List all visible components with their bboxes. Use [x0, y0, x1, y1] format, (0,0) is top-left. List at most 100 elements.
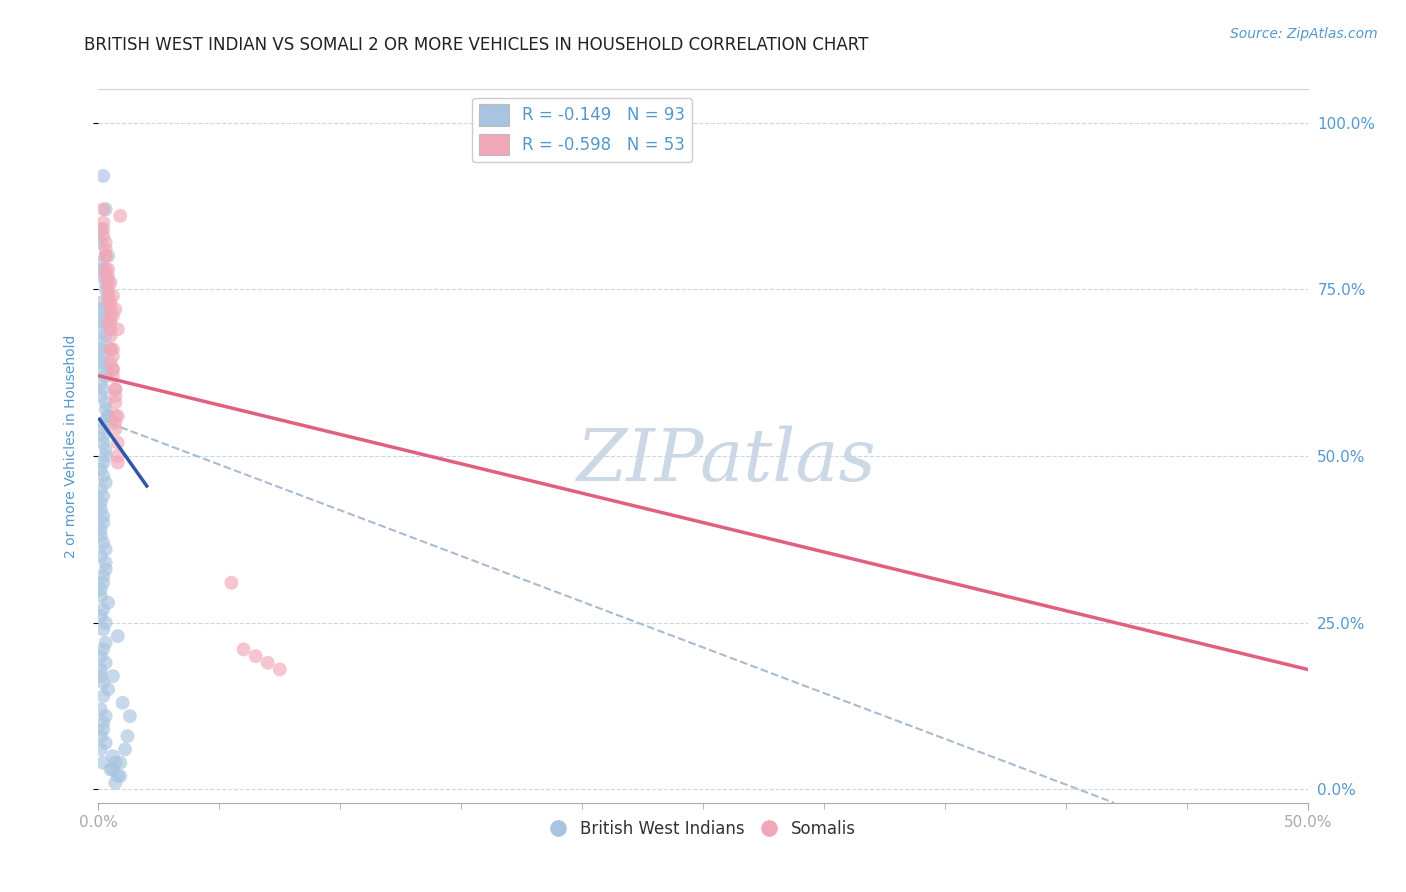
Point — [91, 422, 114, 436]
Point — [94, 282, 117, 296]
Point — [245, 649, 267, 664]
Point — [91, 262, 114, 277]
Point — [94, 615, 117, 630]
Point — [90, 376, 112, 390]
Point — [107, 769, 129, 783]
Point — [97, 409, 120, 423]
Point — [90, 235, 112, 250]
Point — [101, 669, 124, 683]
Point — [104, 389, 127, 403]
Point — [97, 295, 120, 310]
Point — [91, 623, 114, 637]
Point — [118, 709, 141, 723]
Point — [90, 389, 112, 403]
Point — [91, 602, 114, 616]
Point — [256, 656, 278, 670]
Point — [91, 316, 114, 330]
Point — [100, 276, 122, 290]
Point — [94, 562, 117, 576]
Point — [111, 696, 134, 710]
Point — [91, 169, 114, 183]
Point — [90, 662, 112, 676]
Point — [94, 268, 117, 283]
Point — [94, 709, 117, 723]
Point — [101, 368, 124, 383]
Point — [114, 742, 136, 756]
Point — [94, 249, 117, 263]
Point — [100, 356, 122, 370]
Point — [104, 395, 127, 409]
Point — [101, 362, 124, 376]
Point — [94, 235, 117, 250]
Point — [107, 456, 129, 470]
Point — [108, 756, 131, 770]
Point — [91, 756, 114, 770]
Point — [91, 382, 114, 396]
Point — [104, 776, 127, 790]
Point — [90, 669, 112, 683]
Point — [104, 422, 127, 436]
Point — [97, 682, 120, 697]
Point — [97, 289, 120, 303]
Point — [97, 316, 120, 330]
Point — [90, 295, 112, 310]
Point — [100, 763, 122, 777]
Point — [94, 542, 117, 557]
Point — [90, 702, 112, 716]
Point — [94, 442, 117, 457]
Point — [91, 642, 114, 657]
Point — [90, 502, 112, 516]
Point — [100, 343, 122, 357]
Point — [91, 469, 114, 483]
Point — [107, 322, 129, 336]
Legend: British West Indians, Somalis: British West Indians, Somalis — [543, 814, 863, 845]
Point — [97, 596, 120, 610]
Point — [101, 309, 124, 323]
Point — [91, 689, 114, 703]
Point — [91, 723, 114, 737]
Point — [108, 209, 131, 223]
Point — [90, 496, 112, 510]
Point — [94, 656, 117, 670]
Point — [90, 609, 112, 624]
Point — [107, 409, 129, 423]
Point — [91, 222, 114, 236]
Point — [91, 675, 114, 690]
Point — [90, 335, 112, 350]
Point — [94, 262, 117, 277]
Point — [100, 329, 122, 343]
Point — [91, 356, 114, 370]
Point — [101, 289, 124, 303]
Point — [97, 289, 120, 303]
Point — [90, 742, 112, 756]
Point — [91, 575, 114, 590]
Point — [90, 649, 112, 664]
Point — [90, 589, 112, 603]
Point — [90, 349, 112, 363]
Point — [90, 343, 112, 357]
Y-axis label: 2 or more Vehicles in Household: 2 or more Vehicles in Household — [63, 334, 77, 558]
Point — [90, 222, 112, 236]
Point — [94, 368, 117, 383]
Point — [108, 769, 131, 783]
Point — [91, 228, 114, 243]
Point — [104, 382, 127, 396]
Point — [94, 449, 117, 463]
Point — [90, 729, 112, 743]
Point — [91, 715, 114, 730]
Point — [100, 316, 122, 330]
Point — [94, 636, 117, 650]
Point — [107, 449, 129, 463]
Point — [100, 309, 122, 323]
Point — [91, 216, 114, 230]
Point — [90, 322, 112, 336]
Point — [90, 582, 112, 597]
Point — [104, 302, 127, 317]
Point — [91, 268, 114, 283]
Point — [97, 262, 120, 277]
Point — [90, 462, 112, 476]
Point — [90, 529, 112, 543]
Point — [91, 535, 114, 549]
Point — [97, 268, 120, 283]
Point — [94, 202, 117, 217]
